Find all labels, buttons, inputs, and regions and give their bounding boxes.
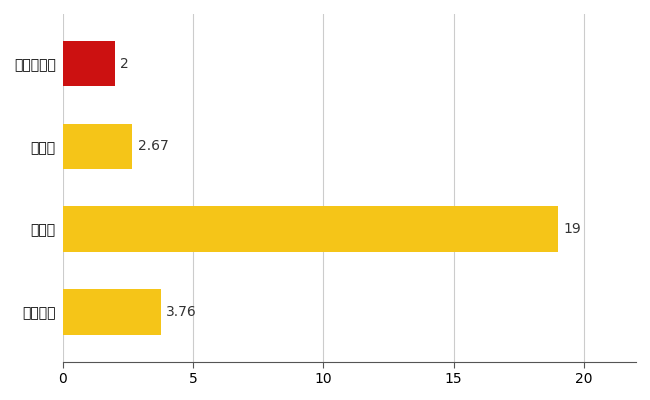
Bar: [62, 124, 133, 169]
Bar: [62, 206, 558, 252]
Bar: [62, 289, 161, 335]
Text: 3.76: 3.76: [166, 305, 197, 319]
Text: 2.67: 2.67: [138, 139, 168, 153]
Text: 19: 19: [563, 222, 581, 236]
Text: 2: 2: [120, 56, 129, 70]
Bar: [62, 41, 115, 86]
